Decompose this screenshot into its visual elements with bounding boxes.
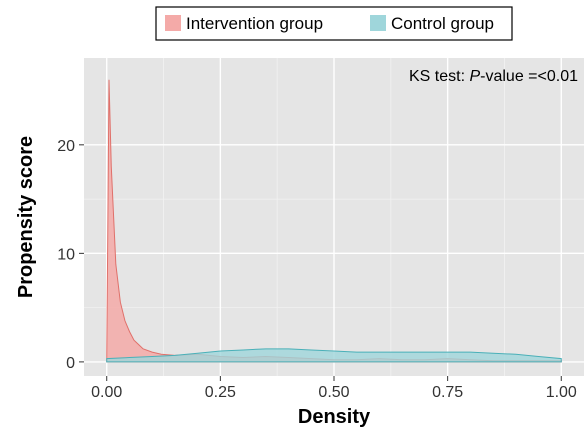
- ks-test-annotation: KS test: P-value =<0.01: [409, 68, 578, 85]
- major-gridlines: [84, 58, 584, 376]
- x-axis-title: Density: [298, 406, 371, 428]
- x-tick-label: 0.25: [205, 384, 236, 401]
- control-density-area: [106, 348, 562, 363]
- legend-label-intervention: Intervention group: [186, 14, 323, 33]
- x-axis: 0.00 0.25 0.50 0.75 1.00: [91, 376, 577, 401]
- y-tick-label: 10: [57, 246, 75, 263]
- x-tick-label: 0.00: [91, 384, 122, 401]
- ks-test-prefix: KS test:: [409, 68, 469, 85]
- y-axis: 0 10 20: [57, 138, 84, 372]
- x-tick-label: 1.00: [546, 384, 577, 401]
- ks-test-p: P: [469, 68, 480, 85]
- legend-frame: [155, 6, 513, 41]
- legend-label-control: Control group: [391, 14, 494, 33]
- ks-test-suffix: -value =<0.01: [480, 68, 578, 85]
- legend-swatch-control: [370, 15, 386, 31]
- legend-swatch-intervention: [165, 15, 181, 31]
- x-tick-label: 0.50: [318, 384, 349, 401]
- y-tick-label: 20: [57, 138, 75, 155]
- density-areas: [106, 79, 562, 363]
- y-axis-title: Propensity score: [15, 136, 37, 298]
- x-tick-label: 0.75: [432, 384, 463, 401]
- y-tick-label: 0: [66, 355, 75, 372]
- legend: Intervention group Control group: [155, 6, 513, 41]
